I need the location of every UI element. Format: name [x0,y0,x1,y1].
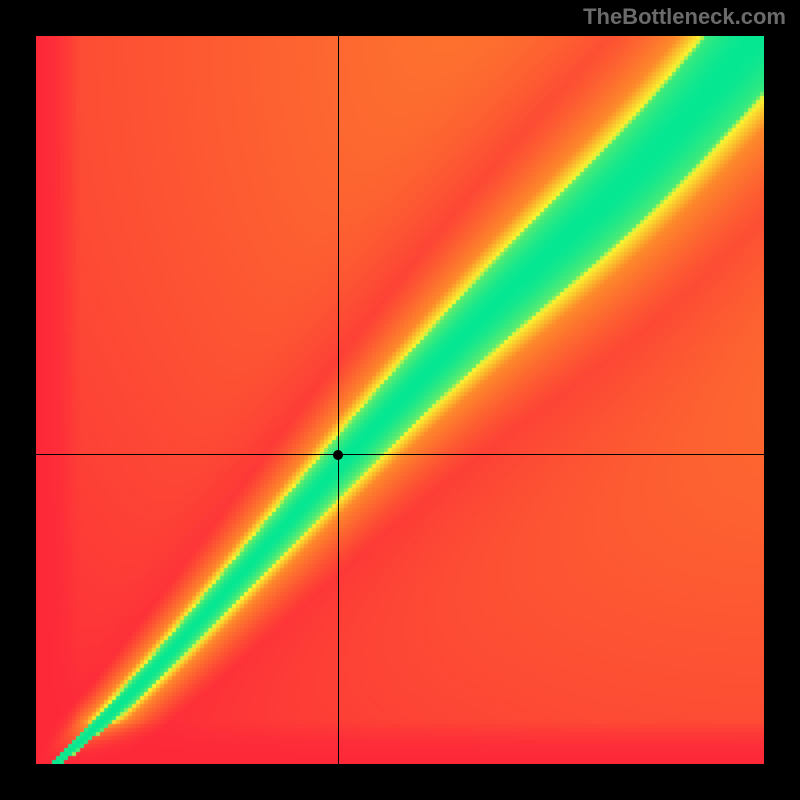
crosshair-vertical [338,36,339,764]
crosshair-marker [333,450,343,460]
crosshair-horizontal [36,454,764,455]
chart-frame: TheBottleneck.com [0,0,800,800]
watermark-label: TheBottleneck.com [583,4,786,30]
heatmap-canvas [36,36,764,764]
